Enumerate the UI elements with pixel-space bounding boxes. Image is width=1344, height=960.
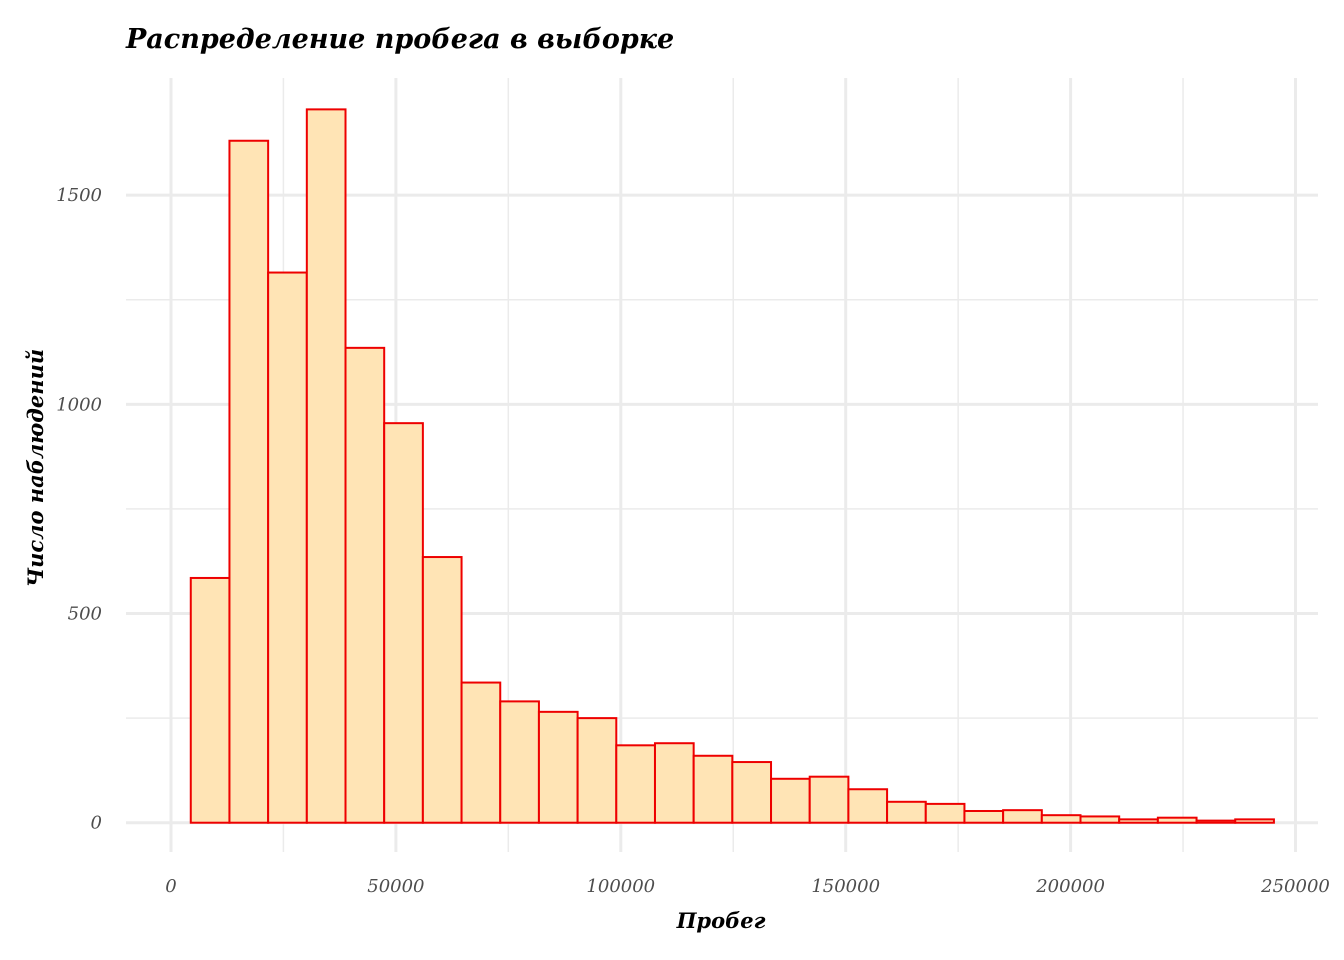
histogram-bar (267, 271, 308, 824)
histogram-bar (1002, 809, 1043, 824)
x-tick-label: 50000 (367, 876, 424, 897)
histogram-bar (731, 761, 773, 824)
bars-layer (189, 108, 1275, 824)
histogram-bar (576, 717, 618, 824)
histogram-bar (1195, 819, 1237, 824)
histogram-bar (228, 139, 270, 824)
y-axis-title: Число наблюдений (23, 349, 48, 587)
y-tick-label: 1500 (56, 185, 102, 206)
histogram-bar (1118, 818, 1159, 824)
x-tick-label: 200000 (1035, 876, 1105, 897)
histogram-bar (886, 800, 927, 824)
histogram-bar (537, 710, 579, 824)
tick-labels-layer: 0 50000 100000 150000 200000 250000 0 500 1000 15… (56, 185, 1330, 897)
histogram-bar (808, 775, 850, 824)
histogram-bar (499, 700, 540, 824)
histogram-bar (1156, 816, 1198, 824)
x-axis-title: Пробег (676, 908, 766, 933)
histogram-bar (847, 788, 889, 824)
histogram-bar (383, 422, 424, 824)
y-tick-label: 1000 (56, 394, 102, 415)
histogram-bar (653, 742, 695, 824)
histogram-bar (924, 802, 966, 824)
histogram-bar (1079, 815, 1121, 824)
histogram-bar (770, 777, 811, 824)
x-tick-label: 150000 (811, 876, 880, 897)
histogram-bar (344, 346, 386, 824)
x-tick-label: 100000 (586, 876, 655, 897)
y-tick-label: 500 (68, 604, 102, 625)
histogram-bar (460, 681, 502, 824)
histogram-bar (305, 108, 347, 824)
x-tick-label: 0 (165, 876, 176, 897)
x-tick-label: 250000 (1260, 876, 1330, 897)
histogram-bar (692, 754, 734, 824)
histogram-bar (615, 744, 656, 824)
histogram-bar (1234, 818, 1275, 824)
histogram-bar (421, 556, 463, 824)
histogram-bar (189, 576, 231, 824)
histogram-bar (963, 809, 1005, 824)
y-tick-label: 0 (91, 813, 102, 834)
histogram-bar (1040, 814, 1082, 824)
chart-title: Распределение пробега в выборке (125, 24, 674, 55)
